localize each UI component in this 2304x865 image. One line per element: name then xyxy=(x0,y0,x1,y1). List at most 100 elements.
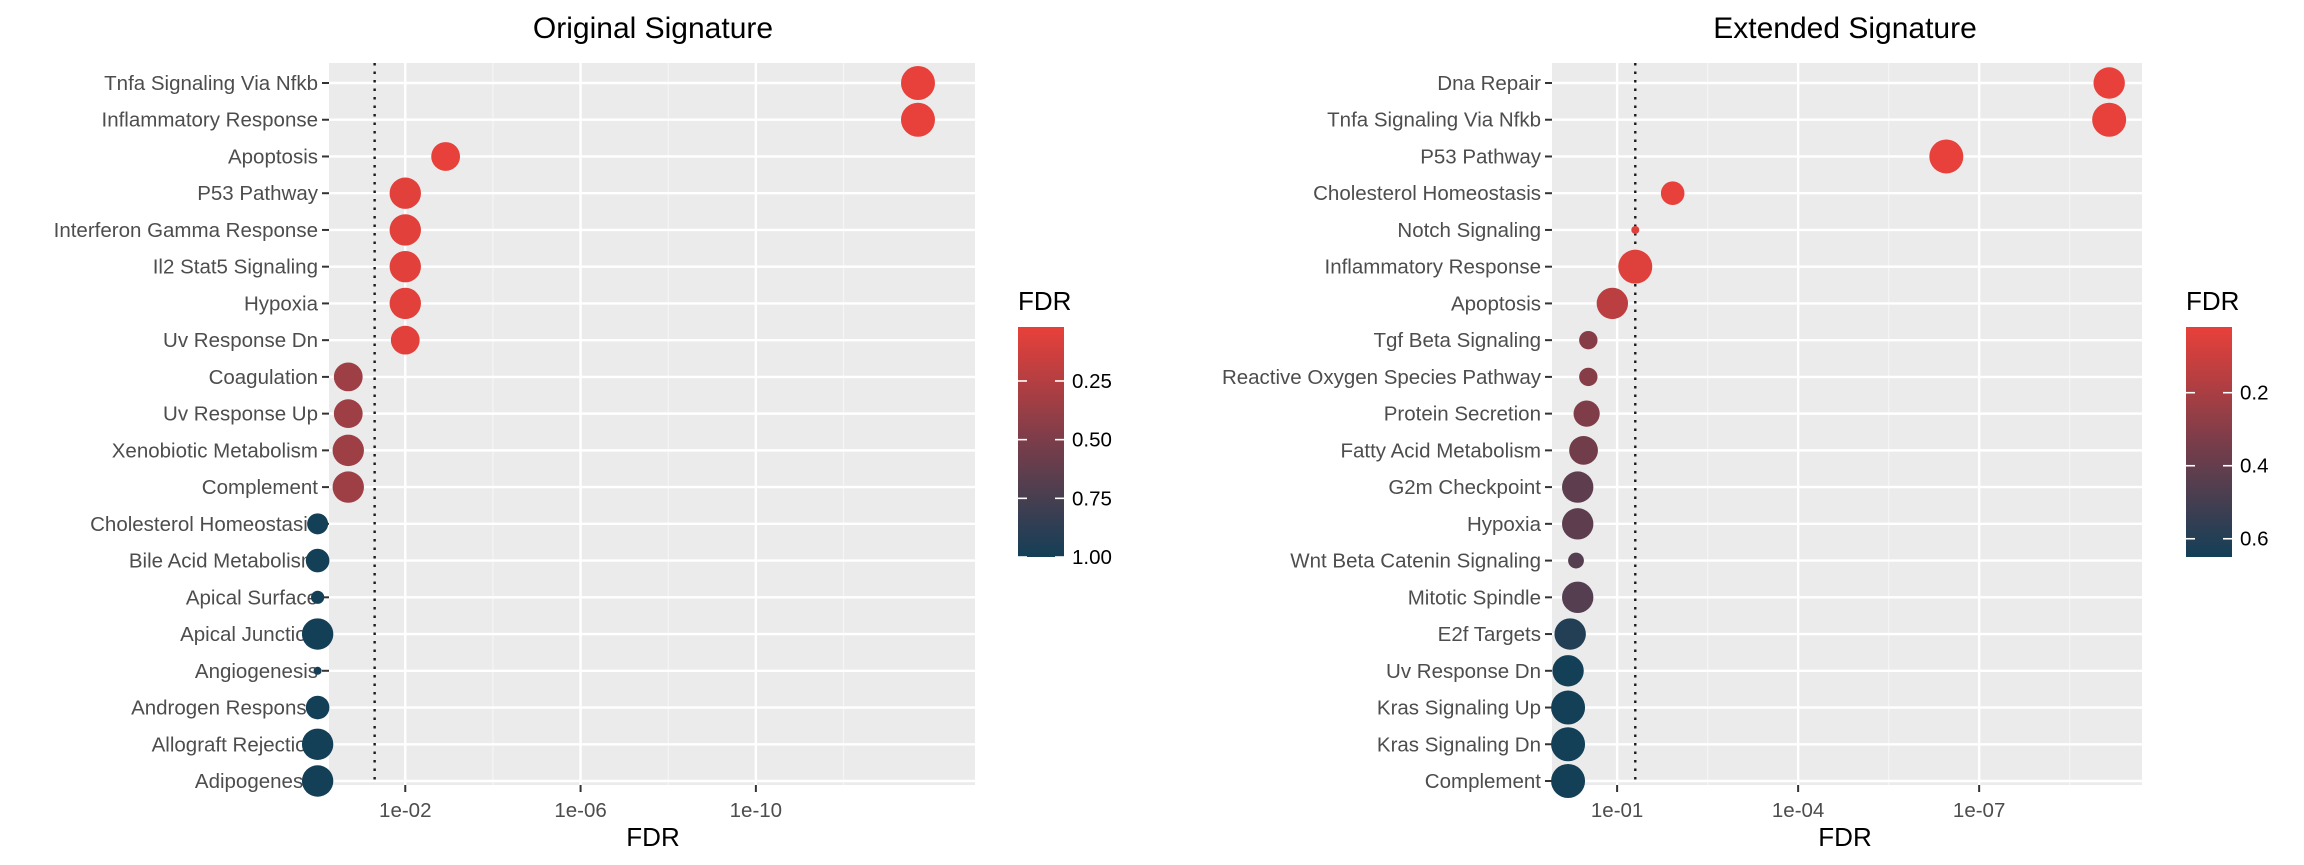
data-point xyxy=(301,618,334,650)
legend-colorbar xyxy=(1018,327,1064,557)
data-points xyxy=(1551,67,2127,798)
y-tick-label: Inflammatory Response xyxy=(1325,256,1541,279)
data-point xyxy=(332,434,364,467)
x-tick-label: 1e-06 xyxy=(554,799,606,822)
y-tick-label: Cholesterol Homeostasis xyxy=(90,513,318,536)
y-tick-label: Apical Junction xyxy=(180,623,318,646)
x-axis-title: FDR xyxy=(1818,822,1871,852)
panel-extended: Extended Signature Dna Repair Tnfa Signal… xyxy=(1222,12,2269,852)
data-point xyxy=(389,287,421,320)
y-tick-label: Notch Signaling xyxy=(1397,219,1541,242)
data-point xyxy=(305,548,330,573)
y-tick-label: Dna Repair xyxy=(1437,72,1541,95)
y-tick-label: Apoptosis xyxy=(228,145,318,168)
legend-tick-label: 0.50 xyxy=(1072,429,1112,452)
legend-tick-label: 0.75 xyxy=(1072,487,1112,510)
legend-title: FDR xyxy=(2186,286,2239,316)
y-tick-label: E2f Targets xyxy=(1438,623,1541,646)
y-tick-label: Adipogenesis xyxy=(195,770,318,793)
data-point xyxy=(1551,764,1586,798)
data-point xyxy=(307,513,329,535)
y-tick-label: Cholesterol Homeostasis xyxy=(1313,182,1541,205)
y-tick-label: P53 Pathway xyxy=(197,182,319,205)
y-tick-label: Apoptosis xyxy=(1451,292,1541,315)
panel-title: Original Signature xyxy=(533,12,773,45)
y-tick-label: Androgen Response xyxy=(131,697,318,720)
y-tick-label: Xenobiotic Metabolism xyxy=(112,439,318,462)
y-tick-label: P53 Pathway xyxy=(1420,145,1542,168)
data-point xyxy=(1596,287,1629,320)
plot-background xyxy=(329,63,975,785)
y-tick-label: Uv Response Dn xyxy=(1386,660,1541,683)
y-tick-label: Allograft Rejection xyxy=(152,733,318,756)
y-tick-label: Hypoxia xyxy=(244,292,319,315)
y-tick-label: Inflammatory Response xyxy=(102,109,318,132)
grid-lines xyxy=(1552,63,2142,785)
y-tick-label: Interferon Gamma Response xyxy=(54,219,318,242)
data-point xyxy=(301,728,334,760)
data-point xyxy=(390,325,420,355)
data-point xyxy=(1552,655,1584,687)
y-tick-label: Hypoxia xyxy=(1467,513,1542,536)
legend-tick-label: 0.4 xyxy=(2240,455,2269,478)
x-axis-labels: 1e-02 1e-06 1e-10 xyxy=(379,785,782,822)
y-tick-label: Il2 Stat5 Signaling xyxy=(153,256,318,279)
data-point xyxy=(1929,139,1964,174)
y-tick-label: Complement xyxy=(202,476,319,499)
y-tick-label: Tnfa Signaling Via Nfkb xyxy=(1327,109,1541,132)
data-point xyxy=(900,102,935,137)
plot-background xyxy=(1552,63,2142,785)
data-point xyxy=(333,362,363,392)
y-tick-label: Wnt Beta Catenin Signaling xyxy=(1290,550,1541,573)
y-axis-labels: Tnfa Signaling Via Nfkb Inflammatory Resp… xyxy=(54,72,329,793)
data-point xyxy=(1573,400,1600,427)
y-tick-label: Fatty Acid Metabolism xyxy=(1340,439,1541,462)
data-point xyxy=(900,66,935,100)
data-point xyxy=(1551,690,1586,725)
data-point xyxy=(1631,225,1640,234)
color-legend: FDR 0.2 0.4 0.6 xyxy=(2186,286,2269,557)
legend-ticks: 0.2 0.4 0.6 xyxy=(2186,382,2269,551)
x-axis-labels: 1e-01 1e-04 1e-07 xyxy=(1591,785,2005,822)
data-point xyxy=(2092,102,2127,137)
legend-colorbar xyxy=(2186,327,2232,557)
y-tick-label: Kras Signaling Dn xyxy=(1377,733,1541,756)
panel-original: Original Signature Tnfa Signaling Via Nf… xyxy=(54,12,1112,852)
legend-tick-label: 0.25 xyxy=(1072,370,1112,393)
data-point xyxy=(389,214,421,246)
data-point xyxy=(1562,508,1594,540)
y-tick-label: Reactive Oxygen Species Pathway xyxy=(1222,366,1542,389)
data-points xyxy=(301,66,935,797)
legend-tick-label: 0.2 xyxy=(2240,382,2269,405)
data-point xyxy=(1569,435,1598,465)
x-tick-label: 1e-02 xyxy=(379,799,431,822)
data-point xyxy=(389,250,421,283)
legend-title: FDR xyxy=(1018,286,1071,316)
y-tick-label: Apical Surface xyxy=(186,586,318,609)
data-point xyxy=(1554,618,1586,650)
data-point xyxy=(1660,181,1685,206)
y-tick-label: Uv Response Up xyxy=(163,403,318,426)
y-tick-label: Coagulation xyxy=(209,366,318,389)
data-point xyxy=(305,695,330,720)
y-tick-label: G2m Checkpoint xyxy=(1388,476,1541,499)
x-tick-label: 1e-10 xyxy=(730,799,782,822)
y-tick-label: Tnfa Signaling Via Nfkb xyxy=(104,72,318,95)
x-tick-label: 1e-04 xyxy=(1772,799,1824,822)
y-tick-label: Complement xyxy=(1425,770,1542,793)
data-point xyxy=(1568,552,1584,569)
data-point xyxy=(313,666,322,675)
legend-tick-label: 1.00 xyxy=(1072,546,1112,569)
data-point xyxy=(1579,330,1598,350)
y-tick-label: Kras Signaling Up xyxy=(1377,697,1541,720)
x-axis-title: FDR xyxy=(626,822,679,852)
data-point xyxy=(301,765,334,797)
y-tick-label: Mitotic Spindle xyxy=(1408,586,1541,609)
x-tick-label: 1e-01 xyxy=(1591,799,1643,822)
data-point xyxy=(431,142,461,171)
grid-lines xyxy=(329,63,975,785)
y-tick-label: Bile Acid Metabolism xyxy=(129,550,318,573)
legend-ticks: 0.25 0.50 0.75 1.00 xyxy=(1018,370,1112,569)
panel-title: Extended Signature xyxy=(1713,12,1977,45)
